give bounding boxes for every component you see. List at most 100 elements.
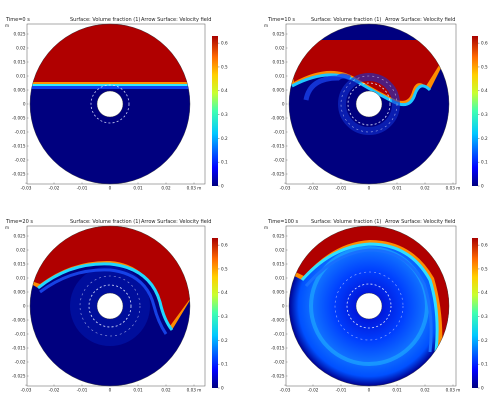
colorbar-tick-label: 0.4 — [481, 88, 488, 93]
colorbar-ticks: 0.6 0.5 0.4 0.3 0.2 0.1 0 — [478, 41, 488, 188]
inner-cylinder — [96, 90, 124, 118]
y-tick-label: -0.005 — [12, 317, 26, 322]
y-tick-label: -0.025 — [271, 373, 285, 378]
plot-svg-t0: Time=0 s Surface: Volume fraction (1) Ar… — [5, 17, 228, 191]
colorbar — [472, 238, 478, 388]
colorbar-tick-label: 0.4 — [221, 290, 228, 295]
colorbar-tick-label: 0.2 — [481, 338, 488, 343]
colorbar-tick-label: 0.2 — [221, 338, 228, 343]
y-tick-label: -0.015 — [271, 345, 285, 350]
arrow-label: Arrow Surface: Velocity field — [141, 17, 211, 23]
y-ticks: 0.025 0.02 0.015 0.01 0.005 0 -0.005 -0.01 -0.01… — [271, 31, 288, 176]
inner-cylinder — [355, 292, 383, 320]
outer-boundary — [29, 225, 191, 387]
x-tick-label: 0.02 — [161, 186, 171, 191]
y-tick-label: 0 — [282, 303, 285, 308]
x-tick-label: 0.03 m — [187, 186, 202, 191]
colorbar-tick-label: 0.3 — [221, 314, 228, 319]
colorbar-tick-label: 0.4 — [221, 88, 228, 93]
y-axis-unit: m — [5, 225, 9, 230]
colorbar-tick-label: 0 — [481, 385, 484, 390]
plot-svg-t10: Time=10 s Surface: Volume fraction (1) A… — [264, 17, 488, 191]
velocity-arrows — [346, 283, 392, 329]
colorbar-tick-label: 0 — [221, 183, 224, 188]
y-tick-label: 0.025 — [14, 233, 26, 238]
colorbar-tick-label: 0.5 — [221, 266, 228, 271]
y-tick-label: 0.025 — [273, 31, 285, 36]
y-ticks: 0.025 0.02 0.015 0.01 0.005 0 -0.005 -0.01 -0.01… — [271, 233, 288, 378]
colorbar-tick-label: 0.2 — [221, 136, 228, 141]
outer-boundary — [288, 225, 450, 387]
x-tick-label: 0.02 — [161, 388, 171, 393]
plot-panel-t20: Time=20 s Surface: Volume fraction (1) A… — [0, 202, 250, 404]
x-ticks: -0.03 -0.02 -0.01 0 0.01 0.02 0.03 m — [280, 384, 461, 393]
y-tick-label: -0.01 — [15, 129, 26, 134]
y-tick-label: -0.01 — [274, 331, 285, 336]
surface-label: Surface: Volume fraction (1) — [70, 219, 140, 225]
x-tick-label: 0.03 m — [187, 388, 202, 393]
x-tick-label: 0 — [368, 388, 371, 393]
x-tick-label: 0 — [368, 186, 371, 191]
x-tick-label: -0.02 — [308, 186, 319, 191]
plot-panel-t10: Time=10 s Surface: Volume fraction (1) A… — [250, 0, 500, 202]
colorbar — [472, 36, 478, 186]
x-ticks: -0.03 -0.02 -0.01 0 0.01 0.02 0.03 m — [21, 384, 202, 393]
y-tick-label: 0.01 — [275, 73, 285, 78]
plot-panel-t100: Time=100 s Surface: Volume fraction (1) … — [250, 202, 500, 404]
x-tick-label: -0.02 — [308, 388, 319, 393]
y-tick-label: -0.005 — [271, 317, 285, 322]
arrow-label: Arrow Surface: Velocity field — [385, 219, 455, 225]
y-tick-label: -0.01 — [274, 129, 285, 134]
y-tick-label: 0.005 — [273, 87, 285, 92]
plot-panel-t0: Time=0 s Surface: Volume fraction (1) Ar… — [0, 0, 250, 202]
colorbar-ticks: 0.6 0.5 0.4 0.3 0.2 0.1 0 — [478, 243, 488, 390]
time-label: Time=100 s — [267, 219, 299, 225]
colorbar-tick-label: 0.1 — [221, 362, 228, 367]
y-tick-label: 0.005 — [14, 289, 26, 294]
y-tick-label: 0 — [23, 303, 26, 308]
colorbar-tick-label: 0 — [481, 183, 484, 188]
y-tick-label: 0.025 — [273, 233, 285, 238]
y-tick-label: -0.025 — [271, 171, 285, 176]
y-axis-unit: m — [264, 23, 268, 28]
y-tick-label: -0.025 — [12, 373, 26, 378]
x-tick-label: 0.03 m — [446, 388, 461, 393]
x-tick-label: -0.01 — [77, 388, 88, 393]
x-tick-label: -0.01 — [336, 388, 347, 393]
arrow-label: Arrow Surface: Velocity field — [385, 17, 455, 23]
y-tick-label: 0.02 — [16, 45, 26, 50]
x-tick-label: -0.01 — [77, 186, 88, 191]
y-tick-label: 0.01 — [16, 73, 26, 78]
y-tick-label: 0.01 — [16, 275, 26, 280]
colorbar-tick-label: 0.4 — [481, 290, 488, 295]
colorbar-tick-label: 0.3 — [221, 112, 228, 117]
colorbar-tick-label: 0.5 — [221, 64, 228, 69]
colorbar-tick-label: 0.5 — [481, 64, 488, 69]
outer-boundary — [288, 23, 450, 185]
colorbar-tick-label: 0.6 — [481, 243, 488, 248]
plot-svg-t20: Time=20 s Surface: Volume fraction (1) A… — [5, 219, 228, 393]
y-tick-label: 0 — [23, 101, 26, 106]
x-tick-label: 0.01 — [133, 388, 143, 393]
x-ticks: -0.03 -0.02 -0.01 0 0.01 0.02 0.03 m — [21, 182, 202, 191]
colorbar — [212, 238, 218, 388]
y-tick-label: 0.015 — [273, 59, 285, 64]
velocity-arrows-outer — [334, 271, 404, 341]
y-tick-label: 0.015 — [14, 261, 26, 266]
colorbar-tick-label: 0.1 — [221, 160, 228, 165]
y-tick-label: 0.02 — [16, 247, 26, 252]
y-tick-label: 0.01 — [275, 275, 285, 280]
inner-cylinder — [355, 90, 383, 118]
colorbar — [212, 36, 218, 186]
x-tick-label: -0.03 — [21, 388, 32, 393]
colorbar-tick-label: 0.3 — [481, 112, 488, 117]
x-tick-label: -0.03 — [280, 186, 291, 191]
y-ticks: 0.025 0.02 0.015 0.01 0.005 0 -0.005 -0.01 -0.01… — [12, 31, 29, 176]
x-tick-label: 0.03 m — [446, 186, 461, 191]
time-label: Time=0 s — [5, 17, 30, 23]
colorbar-tick-label: 0.1 — [481, 362, 488, 367]
x-tick-label: -0.03 — [280, 388, 291, 393]
x-tick-label: -0.02 — [49, 186, 60, 191]
y-tick-label: -0.02 — [15, 157, 26, 162]
y-tick-label: -0.025 — [12, 171, 26, 176]
